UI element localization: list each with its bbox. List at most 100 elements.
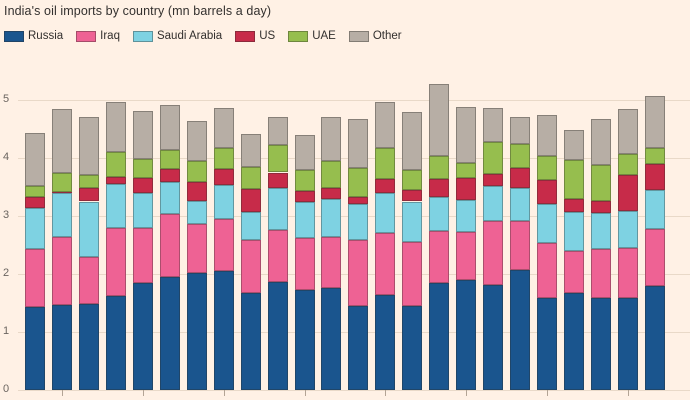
bar-9: [240, 0, 261, 390]
saudi-arabia-segment: [537, 203, 558, 244]
y-axis-label-1: 1: [3, 325, 10, 337]
saudi-arabia-segment: [267, 188, 288, 230]
x-axis-tick: [142, 390, 144, 396]
x-axis-tick: [627, 390, 629, 396]
uae-segment: [590, 164, 611, 201]
iraq-segment: [213, 219, 234, 272]
iraq-segment: [186, 223, 207, 274]
us-segment: [617, 174, 638, 211]
legend-item-saudi-arabia: Saudi Arabia: [132, 30, 223, 42]
uae-segment: [159, 149, 180, 169]
russia-segment: [590, 298, 611, 390]
uae-segment: [644, 148, 665, 164]
uae-segment: [240, 166, 261, 190]
x-axis-tick: [61, 390, 63, 396]
saudi-arabia-segment: [429, 197, 450, 232]
x-axis-tick: [385, 390, 387, 396]
saudi-arabia-segment: [294, 202, 315, 239]
other-segment: [537, 115, 558, 157]
saudi-arabia-segment: [105, 184, 126, 228]
saudi-arabia-segment: [213, 185, 234, 220]
iraq-segment: [25, 249, 45, 308]
us-segment: [25, 196, 45, 209]
other-segment: [159, 105, 180, 150]
us-segment: [564, 199, 584, 212]
legend-swatch-us: [235, 30, 256, 42]
other-segment: [348, 118, 369, 169]
us-segment: [105, 176, 126, 185]
other-segment: [294, 134, 315, 171]
russia-segment: [78, 303, 99, 390]
bar-13: [348, 0, 369, 390]
us-segment: [321, 187, 342, 199]
other-segment: [321, 117, 342, 161]
saudi-arabia-segment: [132, 193, 153, 228]
iraq-segment: [644, 229, 665, 287]
bar-10: [267, 0, 288, 390]
other-segment: [51, 109, 72, 174]
us-segment: [348, 197, 369, 204]
uae-segment: [25, 185, 45, 197]
us-segment: [456, 178, 477, 200]
us-segment: [78, 188, 99, 202]
iraq-segment: [159, 214, 180, 277]
saudi-arabia-segment: [644, 189, 665, 230]
uae-segment: [537, 156, 558, 181]
uae-segment: [321, 160, 342, 188]
russia-segment: [456, 279, 477, 390]
legend-item-us: US: [235, 30, 275, 42]
iraq-segment: [429, 231, 450, 283]
russia-segment: [213, 271, 234, 390]
uae-segment: [267, 145, 288, 173]
bar-8: [213, 0, 234, 390]
us-segment: [294, 191, 315, 203]
bar-14: [375, 0, 396, 390]
russia-segment: [564, 293, 584, 390]
iraq-segment: [78, 257, 99, 304]
russia-segment: [537, 298, 558, 390]
iraq-segment: [590, 249, 611, 299]
us-segment: [402, 189, 423, 202]
russia-segment: [617, 298, 638, 390]
us-segment: [644, 163, 665, 190]
bar-21: [564, 0, 584, 390]
uae-segment: [213, 148, 234, 169]
bar-3: [78, 0, 99, 390]
saudi-arabia-segment: [402, 201, 423, 243]
russia-segment: [644, 286, 665, 390]
legend-item-other: Other: [348, 30, 402, 42]
us-segment: [267, 172, 288, 189]
y-axis-label-5: 5: [3, 93, 10, 105]
other-segment: [213, 108, 234, 149]
russia-segment: [348, 306, 369, 390]
other-segment: [564, 129, 584, 160]
legend-label-uae: UAE: [312, 30, 336, 42]
bar-4: [105, 0, 126, 390]
iraq-segment: [348, 239, 369, 307]
us-segment: [537, 180, 558, 204]
other-segment: [402, 111, 423, 171]
bar-1: [25, 0, 45, 390]
other-segment: [483, 108, 504, 142]
legend-label-russia: Russia: [28, 30, 64, 42]
legend-swatch-saudi-arabia: [132, 30, 153, 42]
saudi-arabia-segment: [617, 210, 638, 249]
legend-swatch-russia: [4, 30, 24, 42]
russia-segment: [159, 276, 180, 390]
iraq-segment: [105, 227, 126, 297]
uae-segment: [617, 153, 638, 175]
us-segment: [132, 178, 153, 194]
saudi-arabia-segment: [25, 208, 45, 250]
bar-22: [590, 0, 611, 390]
russia-segment: [51, 304, 72, 390]
iraq-segment: [537, 243, 558, 299]
saudi-arabia-segment: [483, 186, 504, 222]
other-segment: [78, 116, 99, 175]
legend-label-saudi-arabia: Saudi Arabia: [156, 30, 223, 42]
iraq-segment: [456, 231, 477, 280]
uae-segment: [186, 160, 207, 182]
us-segment: [213, 169, 234, 186]
legend-swatch-iraq: [76, 30, 97, 42]
bar-18: [483, 0, 504, 390]
x-axis-tick: [304, 390, 306, 396]
